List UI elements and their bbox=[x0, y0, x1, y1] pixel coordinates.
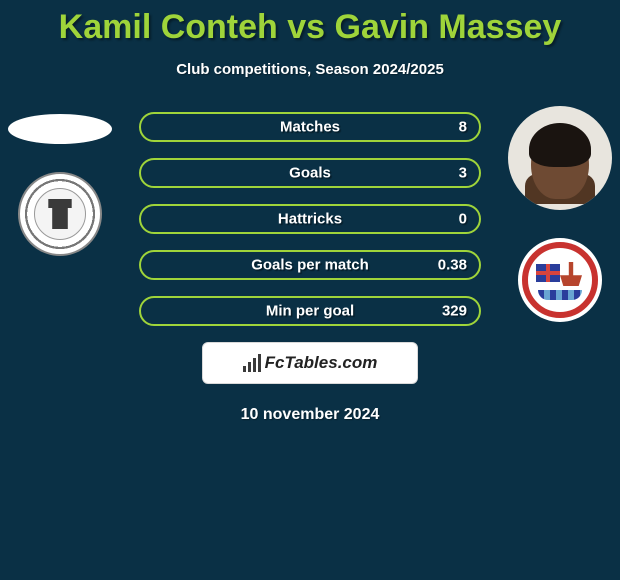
brand-text: FcTables.com bbox=[265, 353, 378, 373]
stats-list: Matches 8 Goals 3 Hattricks 0 Goals per … bbox=[139, 106, 481, 326]
stat-label: Hattricks bbox=[141, 211, 479, 228]
stat-label: Matches bbox=[141, 119, 479, 136]
stat-value-right: 8 bbox=[459, 119, 467, 136]
subtitle: Club competitions, Season 2024/2025 bbox=[0, 61, 620, 78]
date-text: 10 november 2024 bbox=[0, 406, 620, 424]
stat-row-goals-per-match: Goals per match 0.38 bbox=[139, 250, 481, 280]
stat-row-goals: Goals 3 bbox=[139, 158, 481, 188]
left-club-badge bbox=[18, 172, 102, 256]
stat-value-right: 0.38 bbox=[438, 257, 467, 274]
comparison-panel: Matches 8 Goals 3 Hattricks 0 Goals per … bbox=[0, 106, 620, 424]
stat-value-right: 3 bbox=[459, 165, 467, 182]
right-player-column bbox=[508, 106, 612, 322]
right-player-photo bbox=[508, 106, 612, 210]
fctables-watermark: FcTables.com bbox=[202, 342, 418, 384]
stat-row-min-per-goal: Min per goal 329 bbox=[139, 296, 481, 326]
right-club-badge bbox=[518, 238, 602, 322]
left-player-photo bbox=[8, 114, 112, 144]
page-title: Kamil Conteh vs Gavin Massey bbox=[0, 0, 620, 47]
stat-label: Goals bbox=[141, 165, 479, 182]
bars-icon bbox=[243, 354, 261, 372]
stat-label: Min per goal bbox=[141, 303, 479, 320]
stat-row-matches: Matches 8 bbox=[139, 112, 481, 142]
stat-row-hattricks: Hattricks 0 bbox=[139, 204, 481, 234]
stat-value-right: 0 bbox=[459, 211, 467, 228]
stat-value-right: 329 bbox=[442, 303, 467, 320]
left-player-column bbox=[8, 106, 112, 256]
stat-label: Goals per match bbox=[141, 257, 479, 274]
